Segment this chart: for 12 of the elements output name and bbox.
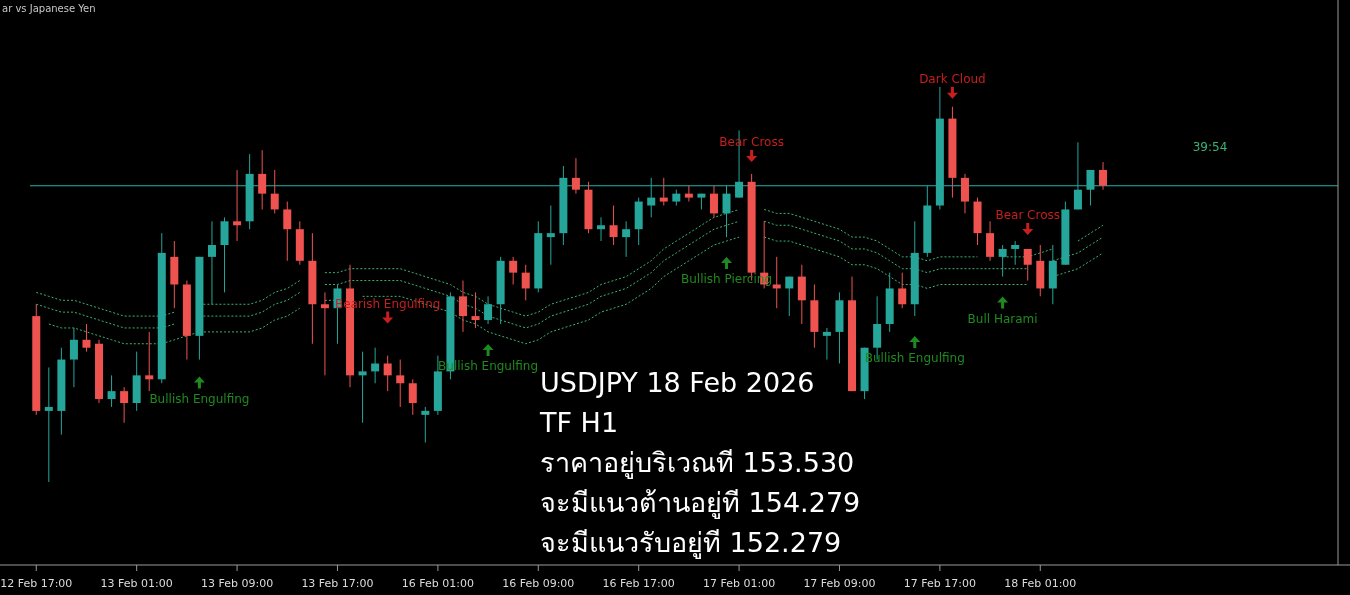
x-tick-label: 12 Feb 17:00 bbox=[0, 577, 73, 590]
x-tick-label: 13 Feb 09:00 bbox=[200, 577, 274, 590]
x-tick-label: 17 Feb 09:00 bbox=[803, 577, 876, 590]
x-tick-label: 18 Feb 01:00 bbox=[1004, 577, 1077, 590]
x-tick-label: 17 Feb 17:00 bbox=[903, 577, 976, 590]
x-tick-label: 16 Feb 01:00 bbox=[401, 577, 474, 590]
x-tick-label: 13 Feb 17:00 bbox=[301, 577, 374, 590]
x-tick-label: 13 Feb 01:00 bbox=[100, 577, 173, 590]
x-tick-label: 16 Feb 09:00 bbox=[502, 577, 575, 590]
x-tick-label: 17 Feb 01:00 bbox=[702, 577, 776, 590]
chart-title: ar vs Japanese Yen bbox=[2, 3, 96, 14]
x-tick-label: 16 Feb 17:00 bbox=[602, 577, 675, 590]
